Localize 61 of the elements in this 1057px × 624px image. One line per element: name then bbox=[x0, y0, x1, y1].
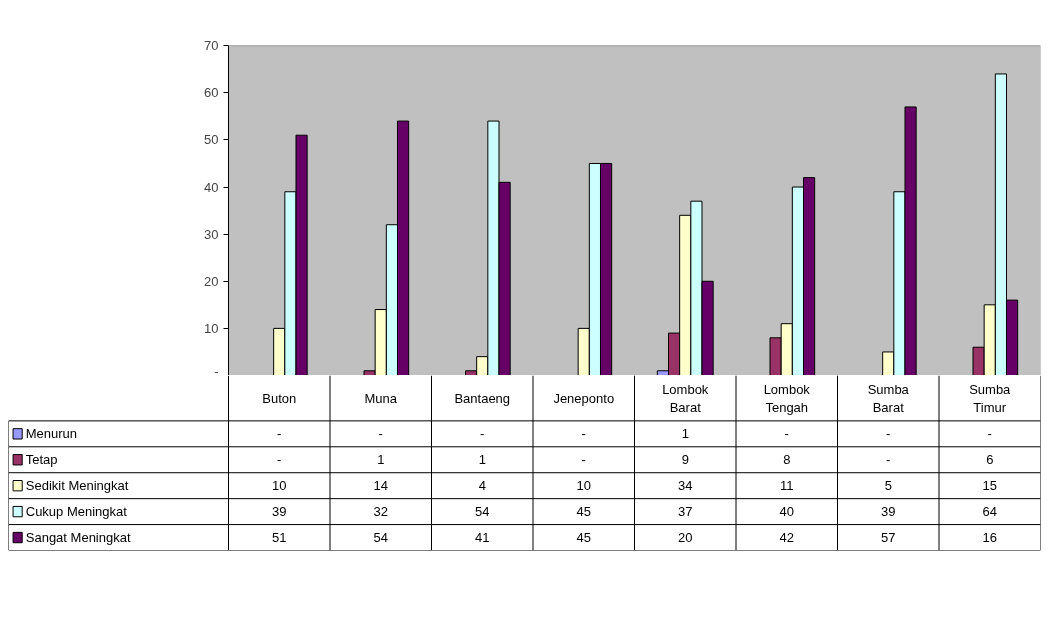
data-label: 57 bbox=[881, 530, 896, 546]
y-tick-label: 10 bbox=[204, 320, 219, 336]
data-label: 45 bbox=[576, 530, 591, 546]
y-tick-label: 70 bbox=[204, 38, 219, 54]
data-label: 34 bbox=[678, 478, 693, 494]
legend-label: Cukup Meningkat bbox=[25, 504, 128, 520]
data-label: - bbox=[886, 452, 891, 468]
y-tick-label: 60 bbox=[204, 85, 219, 101]
data-label: - bbox=[277, 452, 282, 468]
data-label: - bbox=[987, 426, 992, 442]
data-label: 41 bbox=[475, 530, 490, 546]
data-label: 11 bbox=[780, 478, 794, 494]
data-label: 10 bbox=[272, 478, 287, 494]
x-tick-label: Lombok Barat bbox=[662, 381, 709, 415]
y-tick-label: 30 bbox=[204, 226, 219, 242]
data-label: 51 bbox=[272, 530, 287, 546]
data-label: 4 bbox=[478, 478, 486, 494]
data-label: 10 bbox=[576, 478, 591, 494]
data-label: 16 bbox=[982, 530, 997, 546]
y-tick-label: 50 bbox=[204, 132, 219, 148]
data-label: 1 bbox=[478, 452, 486, 468]
y-tick-label: 20 bbox=[204, 273, 219, 289]
data-label: - bbox=[581, 452, 586, 468]
data-label: 39 bbox=[272, 504, 287, 520]
data-label: - bbox=[886, 426, 891, 442]
y-tick-label: 40 bbox=[204, 179, 219, 195]
data-label: 1 bbox=[377, 452, 385, 468]
data-label: 14 bbox=[373, 478, 388, 494]
data-label: 39 bbox=[881, 504, 896, 520]
data-label: - bbox=[784, 426, 789, 442]
data-label: 15 bbox=[982, 478, 997, 494]
legend-label: Sedikit Meningkat bbox=[25, 478, 129, 494]
data-label: 54 bbox=[373, 530, 388, 546]
data-label: 20 bbox=[678, 530, 693, 546]
data-label: 8 bbox=[783, 452, 791, 468]
x-tick-label: Bantaeng bbox=[454, 390, 511, 406]
data-label: 64 bbox=[982, 504, 997, 520]
x-tick-label: Sumba Barat bbox=[867, 381, 910, 415]
x-tick-label: Lombok Tengah bbox=[763, 381, 811, 415]
data-label: 1 bbox=[681, 426, 689, 442]
data-label: 42 bbox=[779, 530, 794, 546]
legend-label: Tetap bbox=[25, 452, 58, 468]
x-tick-label: Jeneponto bbox=[553, 390, 615, 406]
data-label: 6 bbox=[986, 452, 994, 468]
data-label: 45 bbox=[576, 504, 591, 520]
data-label: 32 bbox=[373, 504, 388, 520]
data-label: - bbox=[480, 426, 485, 442]
data-label: 9 bbox=[681, 452, 689, 468]
x-tick-label: Buton bbox=[262, 390, 297, 406]
data-label: 54 bbox=[475, 504, 490, 520]
data-label: 5 bbox=[884, 478, 892, 494]
data-label: 40 bbox=[779, 504, 794, 520]
y-tick-label: - bbox=[214, 363, 219, 379]
legend-label: Menurun bbox=[25, 426, 78, 442]
data-label: 37 bbox=[678, 504, 693, 520]
x-tick-label: Sumba Timur bbox=[969, 381, 1012, 415]
legend-label: Sangat Meningkat bbox=[25, 530, 131, 546]
data-label: - bbox=[277, 426, 282, 442]
x-tick-label: Muna bbox=[364, 390, 398, 406]
data-label: - bbox=[378, 426, 383, 442]
data-label: - bbox=[581, 426, 586, 442]
